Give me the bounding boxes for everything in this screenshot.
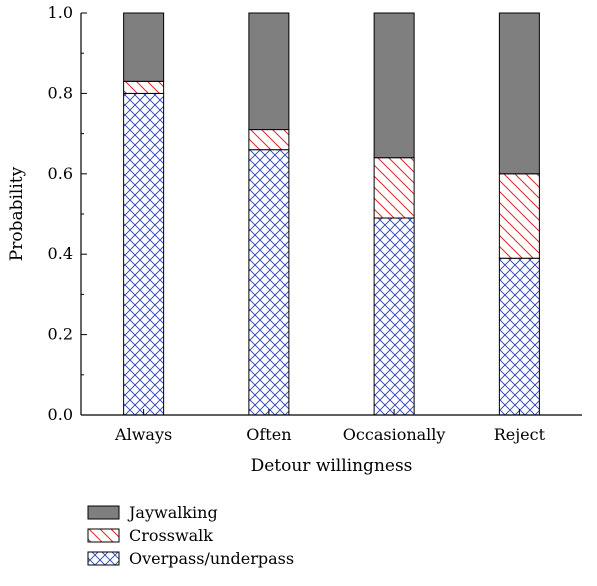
y-tick-label: 0.2	[48, 325, 73, 344]
bar-jaywalking-reject	[498, 12, 540, 175]
bar-crosswalk-often	[248, 129, 290, 151]
y-axis-title: Probability	[7, 166, 27, 261]
bar-crosswalk-occasionally	[373, 157, 415, 219]
legend-label-jaywalking: Jaywalking	[127, 503, 218, 522]
legend-swatch-jaywalking	[87, 505, 120, 520]
x-tick-label-always: Always	[114, 425, 172, 444]
legend-label-overpass-underpass: Overpass/underpass	[129, 549, 294, 568]
bar-crosswalk-always	[123, 80, 165, 94]
legend-label-crosswalk: Crosswalk	[129, 526, 213, 545]
legend-swatch-crosswalk	[87, 528, 120, 543]
x-tick-label-reject: Reject	[494, 425, 546, 444]
bar-jaywalking-occasionally	[373, 12, 415, 159]
bar-overpass-underpass-often	[248, 149, 290, 416]
bar-overpass-underpass-always	[123, 92, 165, 416]
legend-item-overpass-underpass: Overpass/underpass	[87, 549, 294, 568]
y-tick-label: 1.0	[48, 3, 73, 22]
y-tick-label: 0.8	[48, 83, 73, 102]
x-axis-title: Detour willingness	[251, 456, 413, 476]
bar-overpass-underpass-reject	[498, 257, 540, 416]
bar-jaywalking-often	[248, 12, 290, 131]
x-tick-label-occasionally: Occasionally	[343, 425, 446, 444]
legend-swatch-overpass-underpass	[87, 551, 120, 566]
y-tick-label: 0.6	[48, 164, 73, 183]
x-tick-label-often: Often	[246, 425, 291, 444]
bar-jaywalking-always	[123, 12, 165, 82]
y-tick-label: 0.0	[48, 405, 73, 424]
bar-overpass-underpass-occasionally	[373, 217, 415, 416]
legend-item-crosswalk: Crosswalk	[87, 526, 213, 545]
y-tick-label: 0.4	[48, 244, 73, 263]
legend-item-jaywalking: Jaywalking	[87, 503, 218, 522]
bar-crosswalk-reject	[498, 173, 540, 259]
